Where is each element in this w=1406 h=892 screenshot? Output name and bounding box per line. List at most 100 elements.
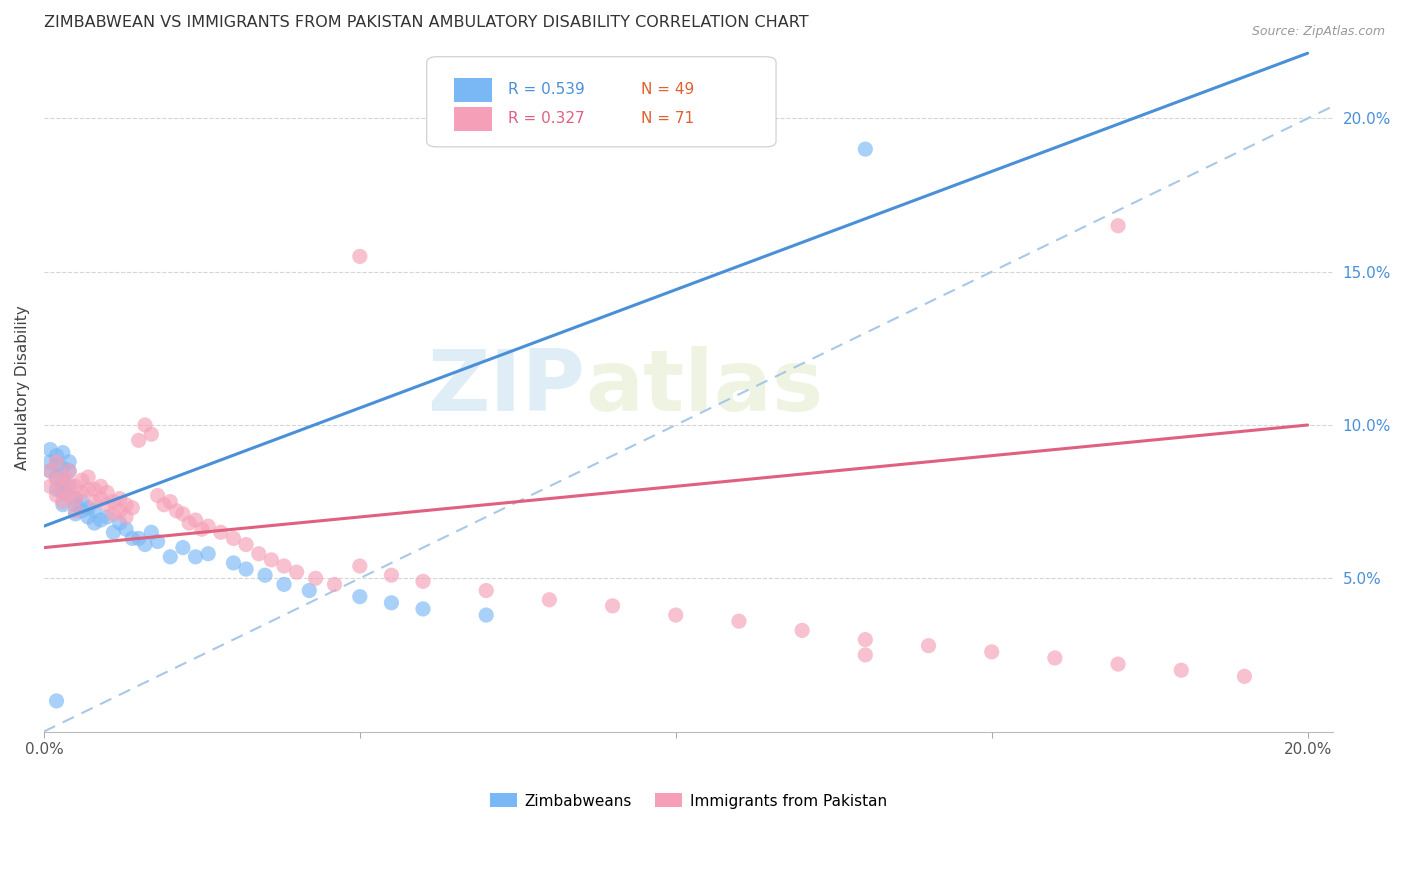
Point <box>115 510 138 524</box>
Point <box>45 470 67 484</box>
Point <box>90 479 112 493</box>
Point <box>179 516 201 530</box>
Point <box>83 494 105 508</box>
FancyBboxPatch shape <box>427 57 776 147</box>
Point <box>103 525 125 540</box>
Point <box>45 473 67 487</box>
Point <box>134 537 156 551</box>
Point <box>235 562 257 576</box>
Point <box>58 464 80 478</box>
Point <box>108 504 131 518</box>
Point <box>52 445 75 459</box>
Point <box>1170 663 1192 677</box>
Point <box>52 470 75 484</box>
Text: ZIMBABWEAN VS IMMIGRANTS FROM PAKISTAN AMBULATORY DISABILITY CORRELATION CHART: ZIMBABWEAN VS IMMIGRANTS FROM PAKISTAN A… <box>44 15 808 30</box>
Point <box>159 494 181 508</box>
Point <box>65 491 87 506</box>
Point <box>184 549 207 564</box>
Point <box>853 648 876 662</box>
Point <box>108 491 131 506</box>
Point <box>65 498 87 512</box>
Text: Source: ZipAtlas.com: Source: ZipAtlas.com <box>1251 25 1385 38</box>
Point <box>96 498 118 512</box>
Point <box>39 442 62 457</box>
Point <box>197 547 219 561</box>
Point <box>96 485 118 500</box>
Point <box>197 519 219 533</box>
Point <box>475 583 498 598</box>
Point <box>39 479 62 493</box>
Point <box>184 513 207 527</box>
Point <box>1107 657 1129 672</box>
Point <box>77 483 100 497</box>
Point <box>108 516 131 530</box>
Point <box>235 537 257 551</box>
Point <box>1233 669 1256 683</box>
Point <box>273 577 295 591</box>
Point <box>412 602 434 616</box>
FancyBboxPatch shape <box>454 78 492 103</box>
Point <box>159 549 181 564</box>
Point <box>1107 219 1129 233</box>
Point <box>52 483 75 497</box>
Point <box>349 590 371 604</box>
Point <box>45 449 67 463</box>
Point <box>917 639 939 653</box>
Point <box>96 510 118 524</box>
Point <box>39 455 62 469</box>
Point <box>45 694 67 708</box>
Point <box>285 565 308 579</box>
Point <box>70 504 93 518</box>
Point <box>665 608 688 623</box>
Point <box>39 464 62 478</box>
Point <box>90 513 112 527</box>
Point <box>45 483 67 497</box>
Point <box>45 489 67 503</box>
Point <box>172 507 194 521</box>
Point <box>77 470 100 484</box>
Point <box>853 142 876 156</box>
Point <box>146 534 169 549</box>
Point <box>141 427 163 442</box>
Point <box>52 461 75 475</box>
Point <box>141 525 163 540</box>
Point <box>728 614 751 628</box>
Point <box>538 592 561 607</box>
Point <box>1043 651 1066 665</box>
Legend: Zimbabweans, Immigrants from Pakistan: Zimbabweans, Immigrants from Pakistan <box>484 788 893 814</box>
Point <box>58 464 80 478</box>
Point <box>380 568 402 582</box>
Point <box>52 494 75 508</box>
Point <box>222 532 245 546</box>
Point <box>247 547 270 561</box>
Point <box>121 500 143 515</box>
Point <box>70 494 93 508</box>
Point <box>153 498 176 512</box>
Point <box>853 632 876 647</box>
Point <box>304 571 326 585</box>
Point <box>45 455 67 469</box>
Point <box>45 458 67 472</box>
Point <box>58 455 80 469</box>
Point <box>209 525 232 540</box>
Text: ZIP: ZIP <box>427 346 585 429</box>
Text: atlas: atlas <box>585 346 824 429</box>
Point <box>58 489 80 503</box>
Point <box>412 574 434 589</box>
Point <box>90 491 112 506</box>
Point <box>58 479 80 493</box>
Point <box>65 479 87 493</box>
Point <box>65 491 87 506</box>
Point <box>52 498 75 512</box>
Point <box>134 417 156 432</box>
Point <box>191 522 214 536</box>
Point <box>273 559 295 574</box>
Point <box>58 476 80 491</box>
Point <box>52 485 75 500</box>
Point <box>70 485 93 500</box>
Text: N = 71: N = 71 <box>641 112 693 126</box>
Point <box>128 434 150 448</box>
Point <box>380 596 402 610</box>
Point <box>980 645 1002 659</box>
Text: N = 49: N = 49 <box>641 82 695 97</box>
